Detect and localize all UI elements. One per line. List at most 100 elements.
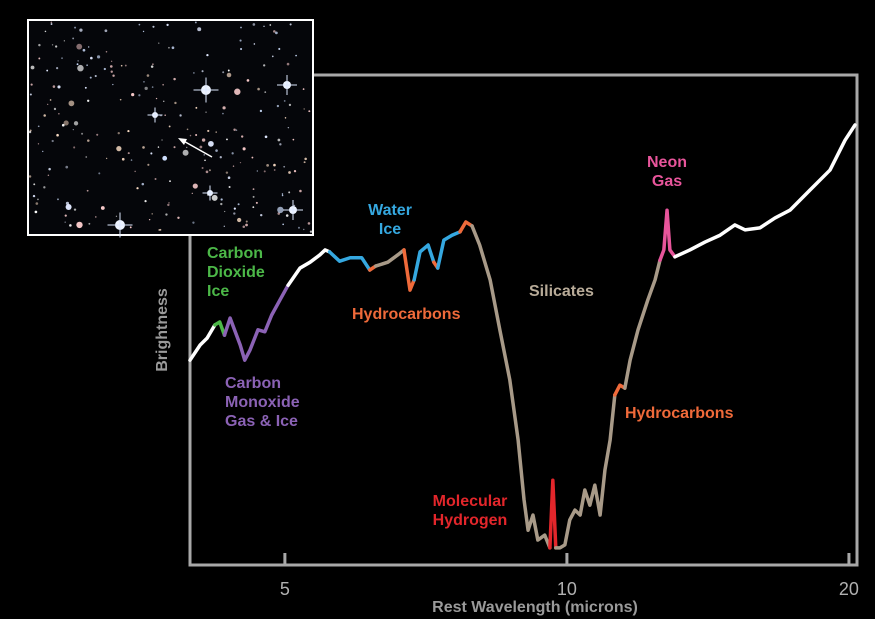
- star: [48, 167, 51, 171]
- star: [89, 76, 92, 79]
- star: [215, 149, 218, 152]
- star: [297, 226, 300, 229]
- star: [76, 63, 79, 66]
- star: [279, 143, 282, 146]
- star: [82, 48, 86, 52]
- star: [32, 194, 36, 198]
- spectrum-segment: [554, 393, 617, 550]
- star: [174, 101, 177, 105]
- star: [252, 195, 255, 198]
- star: [109, 65, 113, 68]
- star: [68, 100, 75, 107]
- star: [259, 109, 263, 113]
- star: [57, 85, 61, 89]
- star: [281, 194, 284, 197]
- star: [52, 85, 56, 88]
- spectrum-segment: [373, 248, 406, 268]
- star: [288, 171, 291, 174]
- star: [177, 216, 180, 220]
- star: [38, 43, 41, 47]
- star: [74, 26, 77, 29]
- star: [76, 43, 83, 50]
- x-tick-label: 5: [280, 579, 290, 599]
- annotation: Hydrocarbons: [352, 306, 461, 323]
- star: [167, 203, 170, 207]
- star: [246, 79, 250, 82]
- star: [117, 131, 120, 135]
- star: [173, 77, 176, 81]
- star: [269, 24, 272, 26]
- star: [143, 81, 145, 83]
- star: [58, 112, 60, 115]
- star: [124, 64, 127, 67]
- star: [88, 222, 91, 225]
- star: [192, 221, 195, 224]
- star: [287, 126, 290, 129]
- star: [194, 21, 197, 24]
- x-tick-label: 10: [557, 579, 577, 599]
- star: [131, 93, 135, 97]
- star: [164, 114, 166, 116]
- star: [84, 86, 87, 89]
- star: [168, 202, 170, 204]
- spectrum-segment: [673, 123, 857, 259]
- star: [285, 214, 289, 217]
- star: [127, 152, 130, 155]
- star: [104, 29, 108, 33]
- star: [116, 146, 122, 152]
- star: [224, 210, 226, 213]
- star: [207, 129, 210, 133]
- spectrum-segment: [613, 383, 627, 397]
- star: [96, 55, 101, 59]
- annotation: Carbon Monoxide Gas & Ice: [225, 375, 300, 430]
- star: [284, 117, 287, 119]
- star: [245, 223, 248, 227]
- annotation: Molecular Hydrogen: [432, 493, 508, 529]
- star: [64, 221, 66, 223]
- star: [237, 217, 242, 223]
- star: [302, 88, 305, 90]
- star: [90, 56, 93, 60]
- spectrum-segment: [548, 478, 558, 550]
- star: [205, 111, 207, 113]
- star: [288, 103, 292, 107]
- star: [282, 223, 284, 226]
- star: [260, 213, 263, 217]
- star: [86, 189, 89, 192]
- star: [152, 25, 155, 28]
- star: [105, 157, 108, 160]
- star: [222, 71, 225, 74]
- star: [77, 60, 79, 62]
- star: [277, 206, 284, 214]
- star: [204, 159, 206, 162]
- star: [219, 156, 222, 159]
- star: [158, 42, 160, 44]
- annotation: Hydrocarbons: [625, 405, 734, 422]
- star: [189, 134, 192, 137]
- star: [157, 146, 160, 148]
- star: [295, 54, 297, 57]
- star: [273, 169, 276, 171]
- star: [87, 99, 90, 102]
- star: [233, 212, 236, 215]
- star: [50, 21, 53, 24]
- star: [42, 150, 44, 153]
- star: [205, 170, 209, 174]
- annotation: Water Ice: [368, 202, 412, 238]
- spectrum-segment: [213, 320, 227, 337]
- star: [110, 60, 113, 62]
- star: [55, 45, 58, 48]
- star: [46, 69, 49, 72]
- star: [293, 170, 297, 173]
- star: [234, 88, 241, 95]
- inset-frame: [27, 19, 314, 236]
- arrow-head: [178, 138, 187, 145]
- star: [155, 97, 158, 100]
- star: [220, 198, 223, 201]
- star: [77, 64, 84, 72]
- star: [201, 167, 204, 170]
- star: [233, 128, 236, 132]
